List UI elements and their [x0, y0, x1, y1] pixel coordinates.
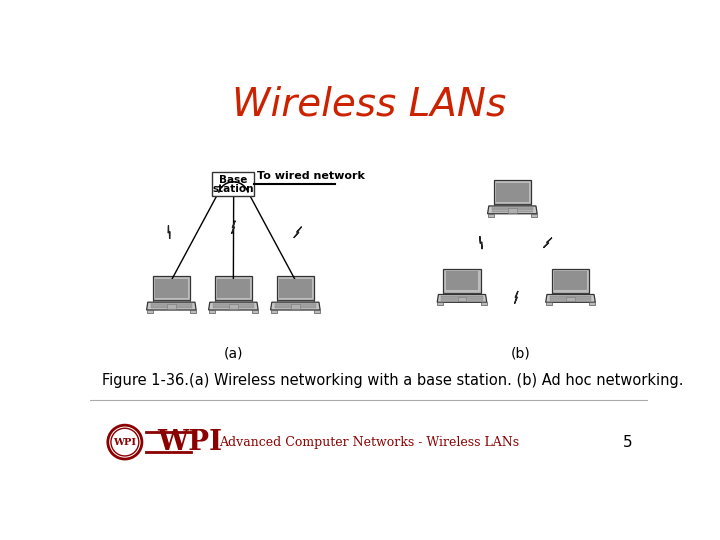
FancyBboxPatch shape	[508, 208, 517, 213]
FancyBboxPatch shape	[291, 305, 300, 309]
Polygon shape	[271, 310, 276, 313]
Polygon shape	[546, 294, 595, 302]
Polygon shape	[147, 310, 153, 313]
Polygon shape	[550, 299, 591, 301]
Polygon shape	[550, 296, 591, 297]
Text: station: station	[212, 184, 254, 194]
Polygon shape	[232, 221, 235, 234]
Polygon shape	[550, 298, 591, 299]
FancyBboxPatch shape	[566, 296, 575, 301]
Polygon shape	[155, 279, 188, 298]
Text: WPI: WPI	[158, 429, 222, 456]
Polygon shape	[494, 180, 531, 204]
Text: Advanced Computer Networks - Wireless LANs: Advanced Computer Networks - Wireless LA…	[219, 436, 519, 449]
Polygon shape	[150, 305, 192, 307]
Polygon shape	[446, 271, 478, 291]
Text: WPI: WPI	[113, 437, 136, 447]
FancyBboxPatch shape	[458, 296, 467, 301]
Polygon shape	[437, 294, 487, 302]
Polygon shape	[153, 276, 190, 300]
Polygon shape	[444, 269, 481, 293]
Polygon shape	[544, 238, 552, 248]
Polygon shape	[531, 214, 537, 217]
Circle shape	[111, 428, 139, 456]
Polygon shape	[515, 291, 518, 303]
Polygon shape	[252, 310, 258, 313]
Polygon shape	[217, 279, 250, 298]
Polygon shape	[275, 307, 316, 308]
Polygon shape	[213, 303, 254, 305]
Polygon shape	[554, 271, 587, 291]
FancyBboxPatch shape	[229, 305, 238, 309]
Polygon shape	[546, 302, 552, 305]
Circle shape	[108, 425, 142, 459]
FancyBboxPatch shape	[212, 172, 254, 197]
Polygon shape	[209, 302, 258, 310]
Text: Figure 1-36.(a) Wireless networking with a base station. (b) Ad hoc networking.: Figure 1-36.(a) Wireless networking with…	[102, 373, 683, 388]
Polygon shape	[487, 214, 494, 217]
Polygon shape	[150, 307, 192, 308]
Polygon shape	[213, 305, 254, 307]
Polygon shape	[441, 298, 482, 299]
Text: Base: Base	[219, 174, 248, 185]
Polygon shape	[314, 310, 320, 313]
Polygon shape	[294, 227, 302, 238]
Polygon shape	[496, 183, 528, 202]
Polygon shape	[492, 211, 533, 212]
Polygon shape	[271, 302, 320, 310]
Polygon shape	[552, 269, 589, 293]
Polygon shape	[437, 302, 444, 305]
Polygon shape	[552, 293, 589, 294]
Polygon shape	[276, 276, 314, 300]
Text: (b): (b)	[510, 347, 530, 361]
Text: (a): (a)	[224, 347, 243, 361]
Polygon shape	[589, 302, 595, 305]
Polygon shape	[444, 293, 481, 294]
Polygon shape	[487, 206, 537, 214]
Polygon shape	[168, 226, 170, 239]
Polygon shape	[209, 310, 215, 313]
Text: Wireless LANs: Wireless LANs	[232, 86, 506, 124]
Polygon shape	[190, 310, 196, 313]
Polygon shape	[494, 204, 531, 206]
Polygon shape	[276, 300, 314, 302]
Polygon shape	[215, 300, 252, 302]
Polygon shape	[275, 305, 316, 307]
Polygon shape	[215, 276, 252, 300]
Text: To wired network: To wired network	[258, 172, 365, 181]
Polygon shape	[441, 296, 482, 297]
Polygon shape	[492, 209, 533, 211]
Polygon shape	[480, 237, 482, 249]
Text: 5: 5	[623, 435, 632, 450]
Polygon shape	[481, 302, 487, 305]
Polygon shape	[213, 307, 254, 308]
Polygon shape	[147, 302, 196, 310]
Polygon shape	[441, 299, 482, 301]
Polygon shape	[275, 303, 316, 305]
Polygon shape	[279, 279, 312, 298]
FancyBboxPatch shape	[167, 305, 176, 309]
Polygon shape	[153, 300, 190, 302]
Polygon shape	[492, 207, 533, 208]
Polygon shape	[150, 303, 192, 305]
